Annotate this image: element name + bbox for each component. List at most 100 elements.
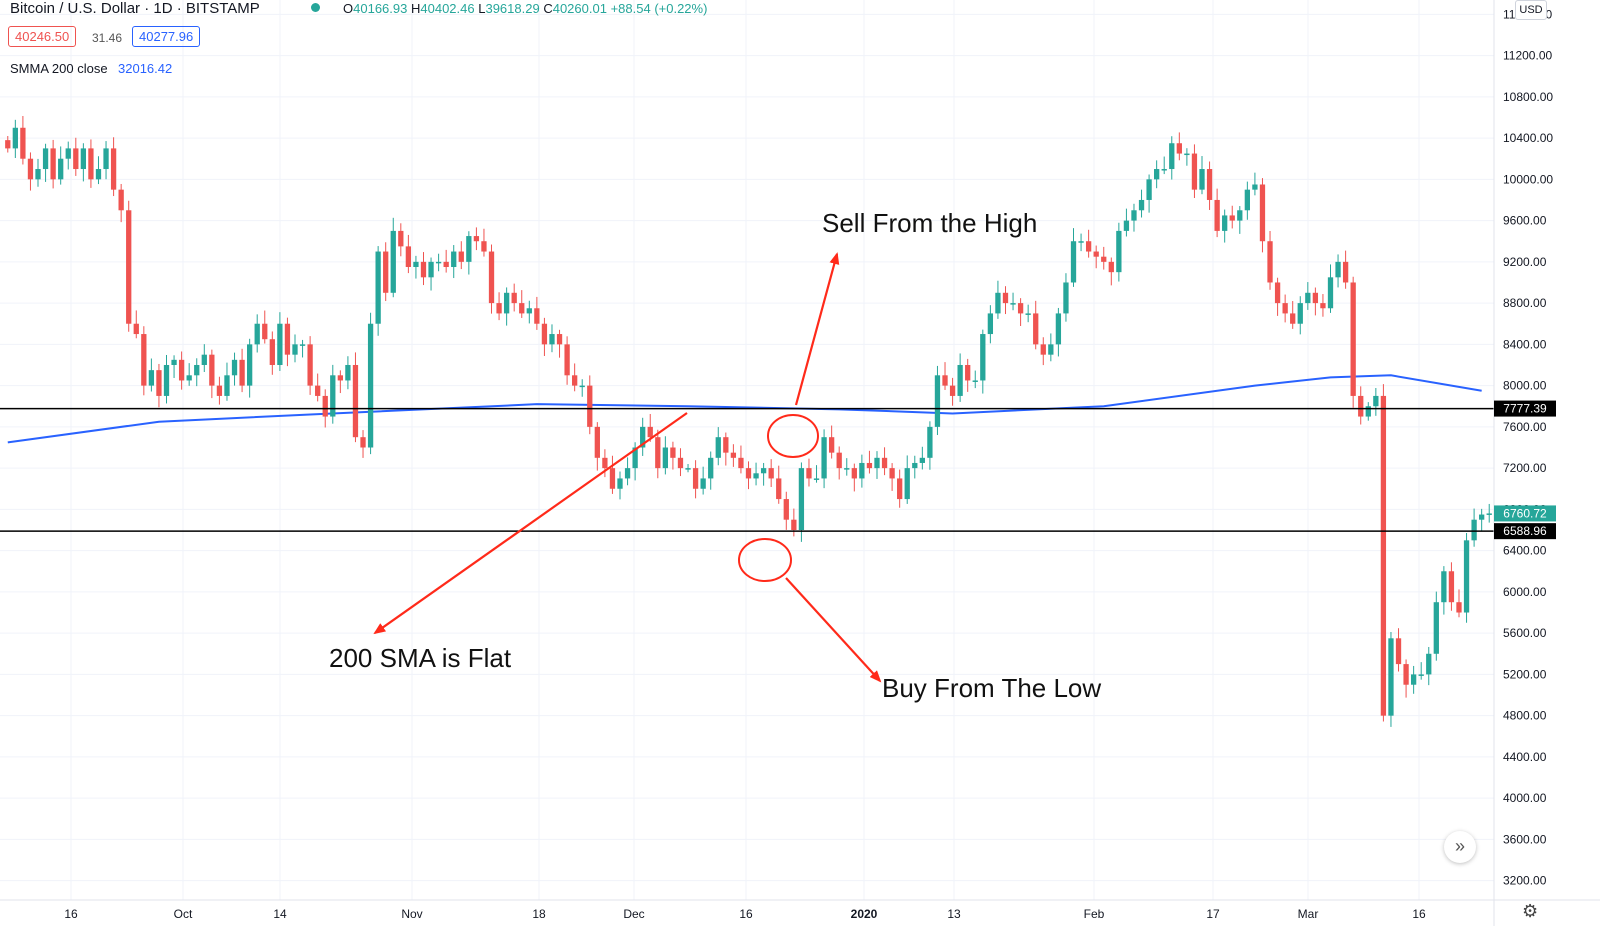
candle-body [791, 519, 797, 531]
candle-body [889, 468, 895, 479]
candle-body [269, 339, 275, 365]
candle-body [700, 478, 706, 489]
x-tick-label: 14 [273, 907, 287, 921]
candle-body [836, 452, 842, 469]
double-chevron-right-icon[interactable]: » [1444, 831, 1476, 863]
candle-body [798, 468, 805, 531]
x-tick-label: Oct [174, 907, 193, 921]
close-value: 40260.01 [552, 1, 607, 16]
currency-button[interactable]: USD [1515, 0, 1547, 20]
candle-body [541, 323, 548, 345]
candle-body [1093, 251, 1099, 257]
candle-body [1033, 313, 1039, 345]
candle-body [897, 478, 903, 500]
spread-value: 31.46 [92, 31, 123, 45]
candle-body [322, 395, 328, 417]
candle-body [1290, 313, 1296, 324]
candle-body [1448, 571, 1455, 603]
candle-body [602, 457, 608, 469]
candle-body [466, 236, 472, 262]
candle-body [20, 127, 26, 159]
buy-price-button[interactable]: 40277.96 [132, 26, 201, 47]
candle-body [1320, 303, 1326, 309]
high-value: 40402.46 [420, 1, 475, 16]
candle-body [88, 148, 94, 180]
candle-body [1479, 514, 1485, 520]
open-value: 40166.93 [353, 1, 408, 16]
candle-body [73, 148, 79, 170]
candle-body [435, 261, 442, 264]
candle-body [821, 437, 827, 479]
y-tick-label: 4800.00 [1503, 709, 1547, 723]
candle-body [1403, 664, 1409, 685]
candle-body [451, 251, 457, 268]
sma-200-line [7, 374, 1482, 444]
candle-body [587, 385, 593, 427]
candle-body [405, 246, 412, 268]
candle-body [987, 313, 994, 335]
candle-body [194, 364, 200, 376]
candle-body [1373, 395, 1379, 407]
x-tick-label: 16 [739, 907, 753, 921]
buy-highlight-circle [738, 538, 792, 582]
candle-body [866, 462, 873, 469]
candle-body [315, 385, 321, 396]
candle-body [813, 478, 820, 480]
price-tag-box [1494, 400, 1556, 417]
candle-body [881, 457, 888, 469]
symbol-title[interactable]: Bitcoin / U.S. Dollar · 1D · BITSTAMP [10, 0, 260, 17]
candle-body [1456, 602, 1462, 613]
candle-body [624, 468, 631, 479]
candle-body [556, 334, 563, 345]
candle-body [216, 385, 223, 396]
candle-body [609, 468, 616, 489]
candle-body [708, 457, 714, 479]
candle-body [1010, 303, 1016, 305]
candle-body [1146, 179, 1152, 200]
candle-body [156, 370, 162, 396]
sell-price-button[interactable]: 40246.50 [8, 26, 77, 47]
candle-body [1486, 513, 1492, 515]
y-tick-label: 10000.00 [1503, 172, 1553, 186]
candle-body [443, 261, 449, 268]
y-tick-label: 6000.00 [1503, 585, 1547, 599]
y-tick-label: 9600.00 [1503, 214, 1547, 228]
candle-body [163, 364, 170, 396]
candle-body [133, 323, 139, 335]
candle-body [934, 375, 941, 427]
candle-body [141, 334, 147, 386]
candle-body [186, 375, 192, 381]
x-tick-label: 13 [947, 907, 961, 921]
buy-annotation-label: Buy From The Low [882, 673, 1102, 703]
candle-body [307, 344, 313, 386]
candle-body [126, 210, 132, 324]
candle-body [1101, 256, 1107, 262]
axes: 3200.00 3600.00 4000.00 4400.00 4800.00 5200.… [0, 0, 1600, 926]
candle-body [1055, 313, 1062, 345]
candle-body [806, 468, 812, 479]
candle-body [398, 230, 404, 247]
candle-body [1222, 215, 1228, 231]
candle-body [715, 437, 721, 458]
candle-body [330, 375, 336, 417]
price-tag-box [1494, 505, 1556, 522]
candle-body [1365, 406, 1371, 417]
candle-body [1327, 277, 1334, 309]
indicator-name[interactable]: SMMA 200 close [10, 61, 108, 76]
gear-icon[interactable]: ⚙ [1522, 901, 1539, 921]
candle-body [1070, 241, 1077, 283]
candle-body [1214, 199, 1220, 231]
candle-body [103, 148, 109, 170]
candle-body [738, 457, 744, 469]
price-tag-label: 6760.72 [1503, 506, 1547, 520]
candle-body [292, 344, 298, 355]
y-tick-label: 9200.00 [1503, 255, 1547, 269]
x-tick-label: 17 [1206, 907, 1220, 921]
candle-body [1123, 220, 1130, 231]
candle-body [345, 364, 351, 381]
candle-body [1252, 184, 1258, 190]
candle-body [859, 462, 865, 479]
candle-body [171, 359, 177, 365]
low-value: 39618.29 [485, 1, 540, 16]
